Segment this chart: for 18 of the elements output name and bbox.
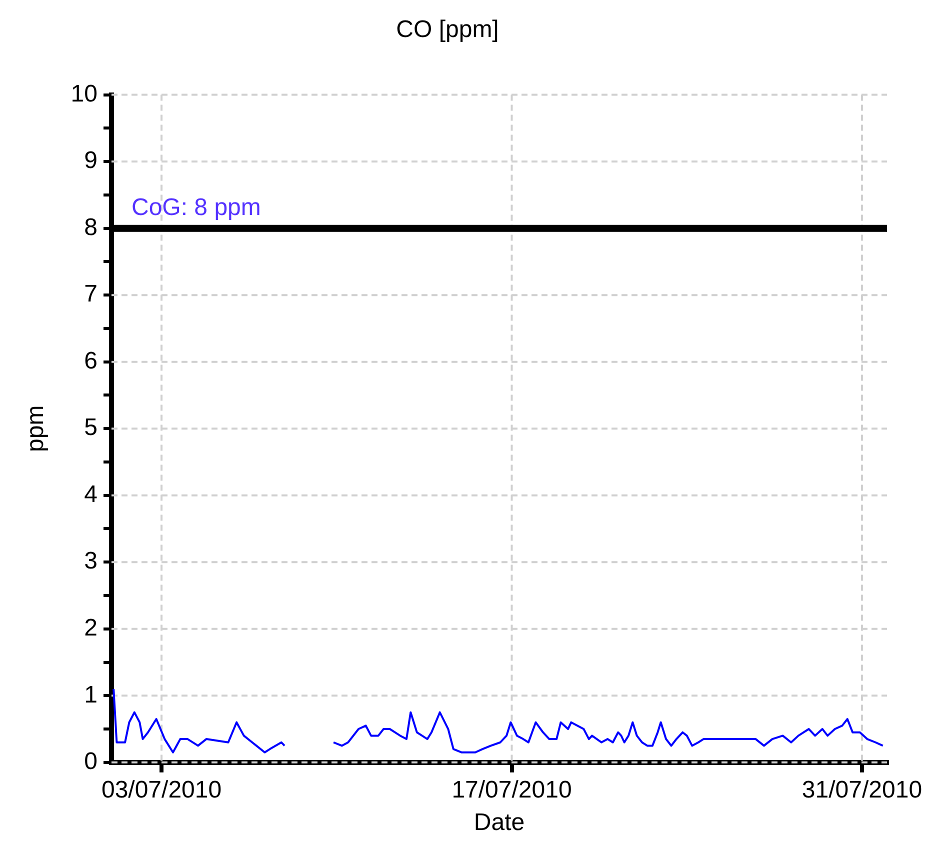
y-tick-label: 2 — [84, 614, 98, 642]
y-tick-label: 8 — [84, 214, 98, 241]
x-axis-title: Date — [474, 809, 525, 836]
y-tick-label: 5 — [84, 414, 98, 442]
y-tick-label: 4 — [84, 480, 98, 508]
y-tick-label: 7 — [84, 280, 98, 308]
y-axis-title: ppm — [22, 405, 50, 452]
y-tick-label: 9 — [84, 147, 98, 174]
y-tick-label: 3 — [84, 548, 98, 575]
chart-title: CO [ppm] — [396, 16, 499, 44]
y-tick-label: 0 — [84, 748, 98, 776]
x-tick-label: 03/07/2010 — [101, 776, 222, 804]
y-tick-label: 10 — [70, 80, 98, 108]
ref-line-label: CoG: 8 ppm — [131, 194, 261, 221]
y-tick-label: 1 — [84, 681, 98, 708]
x-tick-label: 17/07/2010 — [452, 776, 572, 804]
y-tick-label: 6 — [84, 347, 98, 374]
x-tick-label: 31/07/2010 — [802, 776, 922, 804]
